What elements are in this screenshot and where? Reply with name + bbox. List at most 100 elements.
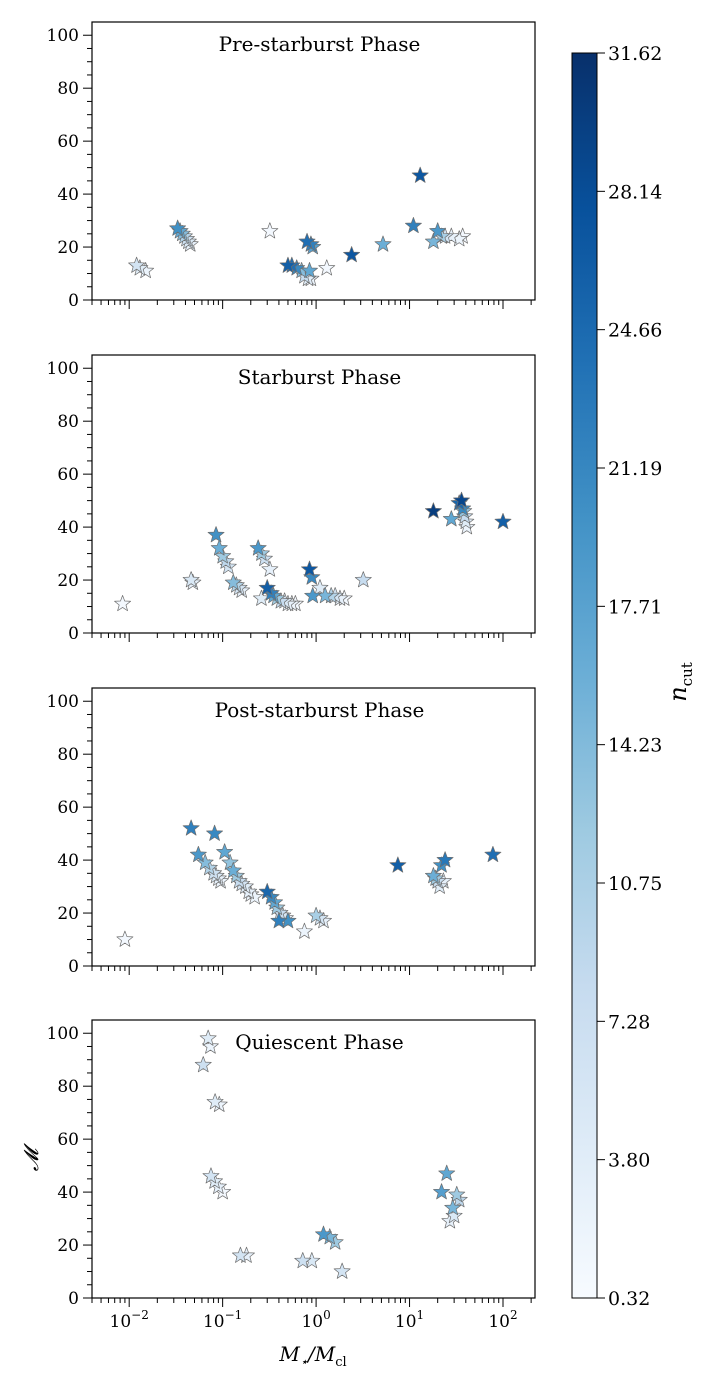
colorbar-tick-label: 28.14 bbox=[608, 181, 662, 203]
y-ticks: 0 20 40 60 80 100 bbox=[47, 359, 92, 644]
data-point-star bbox=[301, 262, 318, 279]
y-tick-label: 80 bbox=[57, 745, 79, 765]
y-ticks: 0 20 40 60 80 100 bbox=[47, 1024, 92, 1309]
data-point-star bbox=[404, 217, 422, 234]
x-axis-label: M⋆/Mcl bbox=[278, 1342, 346, 1370]
y-tick-label: 100 bbox=[47, 359, 79, 379]
colorbar-tick-label: 17.71 bbox=[608, 596, 662, 618]
data-point-star bbox=[343, 246, 361, 263]
data-point-star bbox=[207, 526, 225, 543]
data-point-star bbox=[438, 1164, 456, 1181]
panel-1: 0 20 40 60 80 100 Pre-starburst Phase bbox=[47, 21, 536, 311]
data-point-star bbox=[354, 571, 372, 588]
data-point-star bbox=[429, 222, 447, 239]
data-point-star bbox=[389, 856, 407, 873]
x-ticks bbox=[91, 633, 532, 642]
x-tick-label: 10−1 bbox=[203, 1308, 242, 1332]
y-tick-label: 40 bbox=[57, 851, 79, 871]
x-tick-label: 10−2 bbox=[110, 1308, 149, 1332]
data-point-star bbox=[298, 232, 316, 249]
data-points bbox=[116, 819, 502, 947]
y-tick-label: 20 bbox=[57, 1236, 79, 1256]
x-tick-label: 100 bbox=[301, 1308, 330, 1332]
data-point-star bbox=[301, 560, 318, 577]
data-point-star bbox=[318, 259, 336, 276]
y-tick-label: 20 bbox=[57, 238, 79, 258]
colorbar-tick-label: 14.23 bbox=[608, 735, 662, 757]
panel-2: 0 20 40 60 80 100 Starburst Phase bbox=[47, 354, 536, 644]
data-point-star bbox=[210, 539, 228, 556]
data-point-star bbox=[116, 930, 134, 947]
data-point-star bbox=[307, 906, 325, 923]
data-point-star bbox=[444, 1199, 462, 1216]
data-point-star bbox=[448, 1185, 466, 1202]
data-point-star bbox=[295, 922, 313, 939]
data-point-star bbox=[231, 1246, 249, 1263]
y-ticks: 0 20 40 60 80 100 bbox=[47, 26, 92, 311]
data-point-star bbox=[494, 512, 512, 530]
data-point-star bbox=[196, 853, 214, 870]
y-tick-label: 60 bbox=[57, 465, 79, 485]
data-point-star bbox=[221, 853, 239, 870]
data-point-star bbox=[249, 539, 267, 556]
data-point-star bbox=[182, 819, 200, 836]
y-tick-label: 100 bbox=[47, 26, 79, 46]
panel-title: Post-starburst Phase bbox=[215, 698, 425, 722]
y-tick-label: 0 bbox=[68, 624, 79, 644]
y-tick-label: 80 bbox=[57, 79, 79, 99]
x-ticks bbox=[91, 966, 532, 975]
data-points bbox=[128, 166, 472, 287]
data-point-star bbox=[258, 883, 276, 900]
data-point-star bbox=[114, 595, 132, 612]
colorbar-tick-label: 3.80 bbox=[608, 1150, 650, 1172]
x-tick-label: 102 bbox=[488, 1308, 517, 1332]
data-point-star bbox=[202, 1167, 220, 1184]
data-point-star bbox=[436, 851, 454, 868]
y-tick-label: 20 bbox=[57, 904, 79, 924]
y-tick-label: 80 bbox=[57, 1077, 79, 1097]
colorbar: 0.32 3.80 7.28 10.75 14.23 17.71 21.19 24.66 28.… bbox=[571, 43, 696, 1310]
data-point-star bbox=[199, 1029, 217, 1046]
data-points bbox=[114, 491, 512, 612]
data-point-star bbox=[442, 510, 460, 527]
plot-frame bbox=[91, 687, 536, 967]
data-point-star bbox=[128, 256, 146, 273]
y-tick-label: 20 bbox=[57, 571, 79, 591]
y-tick-label: 40 bbox=[57, 1183, 79, 1203]
plot-frame bbox=[91, 1019, 536, 1299]
data-point-star bbox=[333, 1262, 351, 1279]
data-point-star bbox=[182, 571, 200, 588]
data-point-star bbox=[194, 1056, 212, 1073]
data-point-star bbox=[411, 166, 429, 183]
x-tick-label: 101 bbox=[395, 1308, 424, 1332]
data-point-star bbox=[315, 1225, 332, 1242]
data-point-star bbox=[424, 502, 442, 519]
data-point-star bbox=[216, 843, 234, 860]
y-tick-label: 40 bbox=[57, 518, 79, 538]
data-point-star bbox=[279, 256, 297, 273]
data-point-star bbox=[189, 845, 207, 863]
y-axis-label: 𝓜 bbox=[19, 1142, 43, 1171]
colorbar-tick-label: 10.75 bbox=[608, 873, 662, 895]
y-tick-label: 80 bbox=[57, 412, 79, 432]
panel-3: 0 20 40 60 80 100 Post-starburst Phase bbox=[47, 687, 536, 977]
y-tick-label: 0 bbox=[68, 957, 79, 977]
plot-frame bbox=[91, 354, 536, 634]
colorbar-tick-label: 24.66 bbox=[608, 320, 662, 342]
y-tick-label: 60 bbox=[57, 798, 79, 818]
data-point-star bbox=[294, 1252, 312, 1269]
data-point-star bbox=[374, 235, 392, 252]
colorbar-tick-label: 7.28 bbox=[608, 1011, 650, 1033]
panel-title: Pre-starburst Phase bbox=[219, 32, 421, 56]
data-point-star bbox=[424, 867, 442, 884]
data-point-star bbox=[453, 491, 470, 508]
colorbar-label: ncut bbox=[664, 662, 696, 702]
panels-layer: 0 20 40 60 80 100 Pre-starburst Phase 0 20 40 60 80… bbox=[47, 21, 536, 1332]
panel-title: Starburst Phase bbox=[238, 365, 402, 389]
colorbar-tick-label: 0.32 bbox=[608, 1288, 650, 1310]
data-point-star bbox=[206, 824, 224, 841]
y-tick-label: 0 bbox=[68, 291, 79, 311]
data-point-star bbox=[169, 219, 187, 236]
panel-title: Quiescent Phase bbox=[235, 1030, 403, 1054]
